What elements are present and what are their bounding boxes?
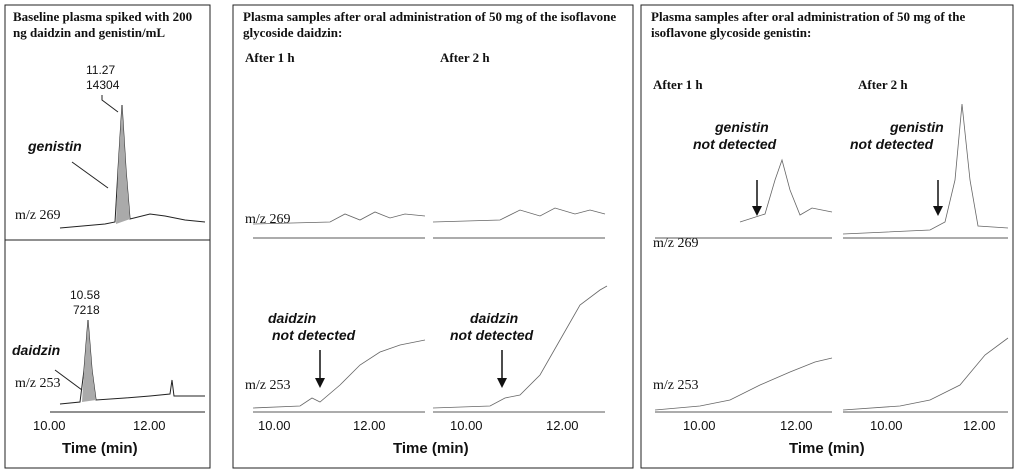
compound-label: daidzin <box>12 342 61 358</box>
x-tick-label: 12.00 <box>780 418 813 433</box>
ion-label: m/z 253 <box>653 378 699 393</box>
x-tick-label: 12.00 <box>133 418 166 433</box>
x-axis-label: Time (min) <box>393 440 469 457</box>
peak-area <box>116 105 130 224</box>
trace <box>252 211 426 225</box>
trace <box>432 207 606 223</box>
note: daidzin <box>268 310 317 326</box>
peak-area-label: 7218 <box>73 303 100 317</box>
note: daidzin <box>470 310 519 326</box>
leader <box>54 369 83 391</box>
note: not detected <box>272 327 356 343</box>
arrow-head <box>315 378 325 388</box>
column-label: After 2 h <box>440 50 490 65</box>
x-tick-label: 10.00 <box>683 418 716 433</box>
trace <box>842 337 1009 411</box>
note: not detected <box>450 327 534 343</box>
column-label: After 1 h <box>245 50 295 65</box>
x-tick-label: 10.00 <box>258 418 291 433</box>
panel-frame <box>640 4 1014 469</box>
x-tick-label: 10.00 <box>33 418 66 433</box>
compound-label: genistin <box>28 138 82 154</box>
peak-time: 10.58 <box>70 288 101 302</box>
arrow-head <box>497 378 507 388</box>
peak-area-label: 14304 <box>86 78 120 92</box>
trace <box>59 104 206 229</box>
x-axis-label: Time (min) <box>789 440 865 457</box>
ion-label: m/z 269 <box>653 236 699 251</box>
x-tick-label: 12.00 <box>546 418 579 433</box>
trace <box>252 339 426 409</box>
ion-label: m/z 269 <box>245 212 291 227</box>
trace <box>842 103 1009 235</box>
ion-label: m/z 269 <box>15 208 61 223</box>
x-axis <box>253 237 605 413</box>
x-tick-label: 10.00 <box>450 418 483 433</box>
ion-label: m/z 253 <box>15 376 61 391</box>
panel-title: Plasma samples after oral administration… <box>651 9 966 40</box>
column-label: After 2 h <box>858 77 908 92</box>
arrow-head <box>752 206 762 216</box>
ion-label: m/z 253 <box>245 378 291 393</box>
panel-title: Plasma samples after oral administration… <box>243 9 617 40</box>
note: not detected <box>693 136 777 152</box>
trace <box>432 285 608 409</box>
note: genistin <box>890 119 944 135</box>
panel-frame <box>232 4 634 469</box>
note: genistin <box>715 119 769 135</box>
trace <box>739 158 833 223</box>
column-label: After 1 h <box>653 77 703 92</box>
note: not detected <box>850 136 934 152</box>
x-axis-label: Time (min) <box>62 440 138 457</box>
leader <box>101 95 119 113</box>
trace <box>654 357 833 411</box>
x-tick-label: 12.00 <box>963 418 996 433</box>
panel-title: Baseline plasma spiked with 200 ng daidz… <box>13 9 193 40</box>
panel-frame <box>4 4 211 469</box>
peak-time: 11.27 <box>86 63 116 77</box>
peak-area <box>82 320 96 402</box>
x-tick-label: 12.00 <box>353 418 386 433</box>
leader <box>71 161 109 189</box>
trace <box>59 319 205 405</box>
arrow-head <box>933 206 943 216</box>
x-tick-label: 10.00 <box>870 418 903 433</box>
x-axis <box>655 237 1008 413</box>
